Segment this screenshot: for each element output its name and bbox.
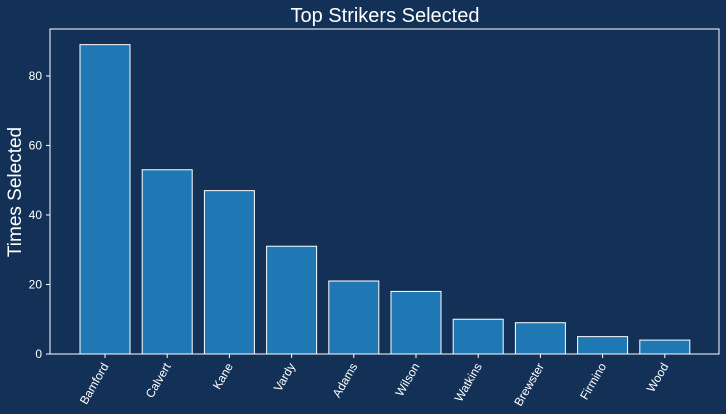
x-tick-label: Adams [330,361,361,400]
bar-bamford [79,44,131,355]
chart-title: Top Strikers Selected [291,5,480,27]
bar-firmino [577,336,629,355]
y-tick-label: 80 [29,69,43,83]
x-tick-label: Wood [644,361,672,395]
y-tick-label: 20 [29,277,43,291]
y-axis-ticks: 0 20 40 60 80 [29,69,50,361]
bars [79,44,691,355]
x-tick-label: Brewster [511,360,547,408]
bar-calvert [141,169,193,355]
bar-wilson [390,290,442,355]
x-tick-label: Watkins [452,361,485,405]
x-tick-label: Calvert [143,360,174,400]
bar-wood [639,339,691,355]
x-tick-label: Firmino [577,360,609,402]
bar-watkins [452,318,504,355]
x-tick-label: Kane [210,360,236,392]
y-tick-label: 60 [29,138,43,152]
bar-vardy [266,245,318,355]
x-axis-ticks: Bamford Calvert Kane Vardy Adams Wilson Watkin… [77,354,672,409]
y-axis-label: Times Selected [5,127,26,257]
bar-brewster [514,322,566,355]
x-tick-label: Vardy [271,361,298,394]
bar-adams [328,280,380,355]
x-tick-label: Wilson [392,361,422,399]
x-tick-label: Bamford [77,361,112,407]
y-tick-label: 0 [35,347,42,361]
y-tick-label: 40 [29,208,43,222]
plot-frame [49,28,720,355]
bar-kane [203,190,255,355]
